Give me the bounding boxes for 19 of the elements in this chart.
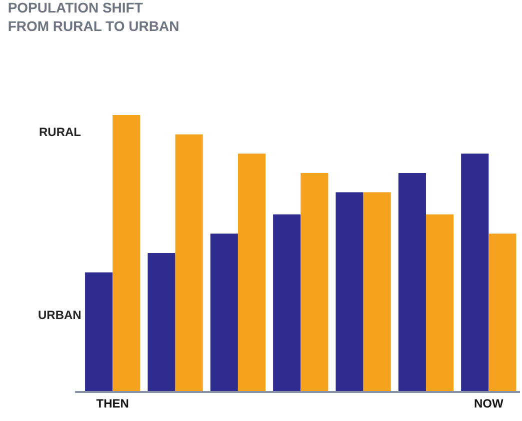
bar xyxy=(148,253,176,391)
text: RURAL xyxy=(39,125,81,139)
bar xyxy=(461,154,489,391)
bar xyxy=(300,172,328,391)
bar xyxy=(210,234,238,391)
bar xyxy=(363,192,391,391)
bar xyxy=(398,172,426,391)
series-label: URBAN xyxy=(38,308,82,322)
bar xyxy=(175,134,203,391)
bar xyxy=(488,234,516,391)
bar xyxy=(273,214,301,391)
bar xyxy=(112,115,140,391)
chart-title: POPULATION SHIFT FROM RURAL TO URBAN xyxy=(8,0,180,34)
bar xyxy=(336,192,364,391)
x-tick-label: THEN xyxy=(96,396,129,410)
bar xyxy=(85,272,113,391)
bar xyxy=(238,154,266,391)
x-tick-label: NOW xyxy=(474,396,504,410)
bar xyxy=(426,214,454,391)
